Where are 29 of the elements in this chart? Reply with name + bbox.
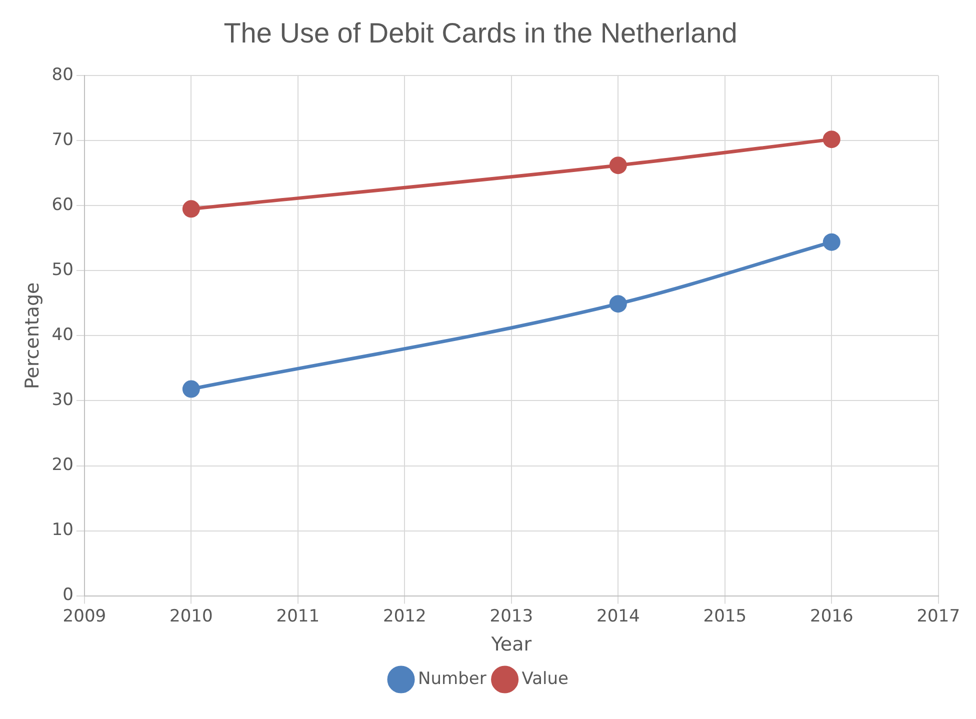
point: [609, 156, 627, 174]
y-tick-label: 80: [52, 65, 74, 86]
y-tick-label: 70: [52, 130, 74, 150]
y-tick-label: 20: [52, 455, 74, 476]
x-tick-label: 2011: [276, 606, 320, 626]
point: [822, 233, 840, 251]
x-axis-title: Year: [490, 634, 532, 656]
y-tick-label: 60: [52, 195, 74, 216]
x-tick-label: 2010: [170, 606, 213, 626]
x-tick-label: 2017: [916, 606, 960, 626]
x-tick-label: 2014: [596, 606, 640, 626]
point: [822, 130, 840, 148]
legend-label: Value: [522, 668, 568, 689]
legend-label: Number: [418, 668, 486, 689]
y-tick-label: 10: [52, 520, 74, 540]
x-tick-label: 2015: [703, 606, 747, 626]
y-tick-label: 30: [52, 390, 74, 410]
y-tick-label: 50: [52, 260, 74, 280]
x-tick-label: 2013: [490, 606, 534, 626]
y-tick-label: 0: [62, 585, 74, 606]
y-tick-label: 40: [52, 325, 74, 346]
x-tick-label: 2012: [383, 606, 426, 626]
y-axis-title: Percentage: [21, 282, 44, 390]
chart-title: The Use of Debit Cards in the Netherland: [224, 18, 738, 49]
x-tick-label: 2009: [62, 606, 106, 626]
x-tick-label: 2016: [810, 606, 854, 626]
point: [182, 380, 200, 398]
point: [182, 200, 200, 218]
point: [609, 295, 627, 313]
